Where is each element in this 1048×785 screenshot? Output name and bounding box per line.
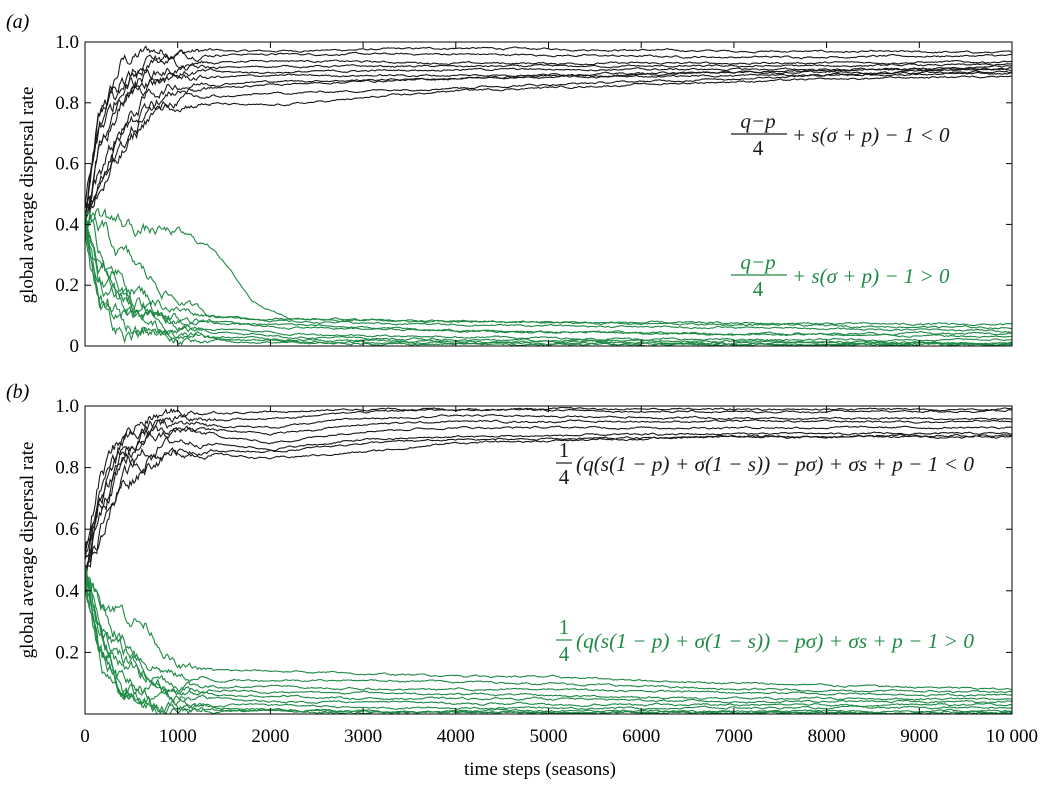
- panel-a-label: (a): [6, 11, 30, 33]
- y-tick-label: 0.4: [55, 581, 79, 602]
- series-line-low-9: [84, 225, 1013, 336]
- annotation-b-high-denominator: 4: [559, 465, 570, 489]
- y-tick-label: 0.6: [55, 519, 79, 540]
- x-tick-label: 1000: [159, 726, 197, 747]
- series-line-low-0: [84, 566, 1013, 691]
- panel-a-plot: 0 0.2 0.4 0.6 0.8 1.0: [55, 32, 1013, 357]
- series-line-high-7: [84, 64, 1013, 222]
- x-tick-label: 8000: [808, 726, 846, 747]
- series-line-low-1: [84, 210, 1013, 330]
- x-tick-label: 4000: [437, 726, 475, 747]
- series-line-high-3: [84, 63, 1013, 230]
- annotation-b-low-denominator: 4: [559, 642, 570, 666]
- panel-b-annotation-low: 1 4 (q(s(1 − p) + σ(1 − s)) − pσ) + σs +…: [556, 615, 974, 666]
- annotation-b-low-text: (q(s(1 − p) + σ(1 − s)) − pσ) + σs + p −…: [576, 629, 974, 653]
- x-axis-label: time steps (seasons): [464, 759, 616, 780]
- series-line-high-8: [84, 75, 1013, 225]
- y-tick-label: 0.8: [55, 458, 79, 479]
- series-line-low-6: [84, 571, 1013, 711]
- series-line-low-2: [84, 571, 1013, 697]
- series-line-high-1: [84, 407, 1013, 560]
- series-line-low-2: [84, 218, 1012, 333]
- series-line-high-6: [84, 71, 1013, 220]
- series-line-high-1: [84, 49, 1013, 225]
- annotation-high-denominator: 4: [753, 136, 764, 160]
- x-tick-label: 6000: [622, 726, 660, 747]
- series-line-high-3: [84, 419, 1013, 575]
- series-line-high-4: [84, 425, 1013, 560]
- y-tick-label: 0.8: [55, 93, 79, 114]
- y-tick-label: 0.6: [55, 154, 79, 175]
- y-tick-label: 0.2: [55, 642, 79, 663]
- series-line-low-0: [85, 207, 1013, 327]
- series-line-high-9: [84, 67, 1013, 209]
- series-line-high-4: [84, 66, 1013, 209]
- series-line-low-3: [84, 224, 1012, 339]
- x-tick-label: 3000: [344, 726, 382, 747]
- annotation-b-low-numerator: 1: [559, 615, 570, 639]
- panel-a-annotation-high: q−p 4 + s(σ + p) − 1 < 0: [731, 109, 950, 160]
- series-line-low-4: [84, 576, 1013, 704]
- panel-b-annotation-high: 1 4 (q(s(1 − p) + σ(1 − s)) − pσ) + σs +…: [556, 438, 974, 489]
- annotation-low-numerator: q−p: [740, 250, 775, 274]
- annotation-low-denominator: 4: [753, 277, 764, 301]
- annotation-b-high-numerator: 1: [559, 438, 570, 462]
- panel-a: (a) global average dispersal rate 0 0.2 0.…: [6, 11, 1013, 357]
- x-tick-label: 7000: [715, 726, 753, 747]
- series-line-low-1: [84, 570, 1012, 694]
- x-tick-label: 2000: [251, 726, 289, 747]
- annotation-high-text: + s(σ + p) − 1 < 0: [792, 123, 950, 147]
- series-line-high-0: [84, 45, 1013, 217]
- series-line-low-3: [84, 566, 1013, 701]
- series-line-high-5: [84, 431, 1013, 582]
- y-tick-label: 1.0: [55, 32, 79, 53]
- y-tick-label: 0.2: [55, 275, 79, 296]
- x-tick-label: 5000: [530, 726, 568, 747]
- annotation-b-high-text: (q(s(1 − p) + σ(1 − s)) − pσ) + σs + p −…: [576, 452, 974, 476]
- y-tick-label: 0: [70, 336, 80, 357]
- panel-a-y-axis-label: global average dispersal rate: [17, 87, 38, 304]
- x-tick-label: 10 000: [986, 726, 1038, 747]
- series-line-high-2: [84, 54, 1013, 208]
- series-line-high-5: [84, 70, 1012, 229]
- annotation-high-numerator: q−p: [740, 109, 775, 133]
- panel-b-y-axis-label: global average dispersal rate: [17, 442, 38, 659]
- series-line-high-2: [84, 413, 1013, 568]
- panel-a-annotation-low: q−p 4 + s(σ + p) − 1 > 0: [731, 250, 950, 301]
- series-line-low-4: [84, 216, 1013, 343]
- y-tick-label: 0.4: [55, 214, 79, 235]
- panel-b-label: (b): [6, 381, 30, 403]
- panel-b-plot: 0.2 0.4 0.6 0.8 1.0 0 1000 2000 3000 4000 5000 6000…: [55, 396, 1038, 747]
- x-tick-label: 9000: [900, 726, 938, 747]
- panel-b: (b) global average dispersal rate 0.2 0.4…: [6, 381, 1038, 747]
- annotation-low-text: + s(σ + p) − 1 > 0: [792, 264, 950, 288]
- series-line-high-7: [84, 435, 1013, 579]
- x-tick-label: 0: [80, 726, 90, 747]
- y-tick-label: 1.0: [55, 396, 79, 417]
